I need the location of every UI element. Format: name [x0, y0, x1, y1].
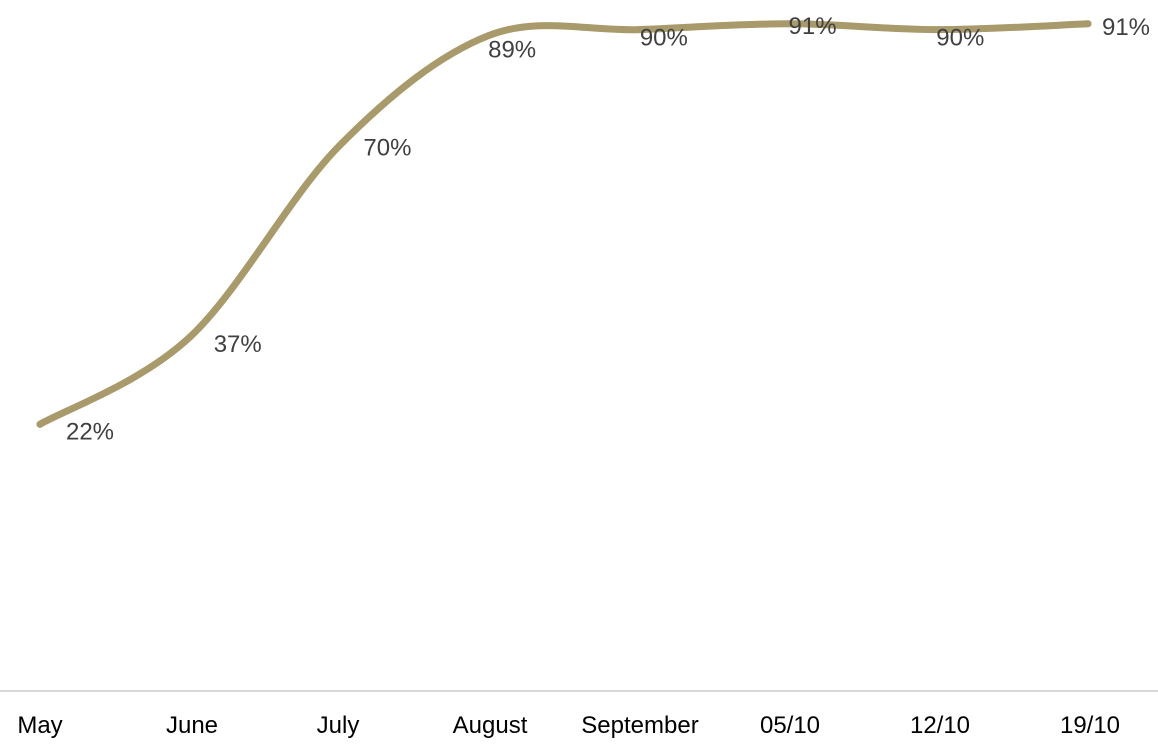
data-point: [186, 333, 194, 341]
x-tick-label: June: [166, 712, 218, 739]
data-point: [785, 20, 793, 28]
data-label: 90%: [640, 25, 688, 52]
data-label: 37%: [214, 331, 262, 358]
x-tick-label: 12/10: [910, 712, 970, 739]
plot-area: 22% 37% 70% 89% 90% 91% 90% 91%: [0, 13, 1158, 692]
data-point: [934, 26, 942, 34]
data-point: [36, 420, 44, 428]
x-tick-label: May: [17, 712, 62, 739]
data-label: 91%: [789, 13, 837, 40]
data-label: 91%: [1102, 14, 1150, 41]
data-point: [1084, 20, 1092, 28]
data-label: 89%: [488, 36, 536, 63]
x-tick-label: September: [581, 712, 698, 739]
x-tick-label: August: [453, 712, 528, 739]
x-axis-tick-labels: May June July August September 05/10 12/10 19/1…: [17, 712, 1120, 739]
data-point: [335, 142, 343, 150]
x-tick-label: July: [317, 712, 360, 739]
data-label: 70%: [363, 135, 411, 162]
data-label: 90%: [936, 25, 984, 52]
data-point: [485, 31, 493, 39]
x-tick-label: 05/10: [760, 712, 820, 739]
data-label: 22%: [66, 418, 114, 445]
x-tick-label: 19/10: [1060, 712, 1120, 739]
series-line: [36, 20, 1092, 428]
data-point: [635, 26, 643, 34]
